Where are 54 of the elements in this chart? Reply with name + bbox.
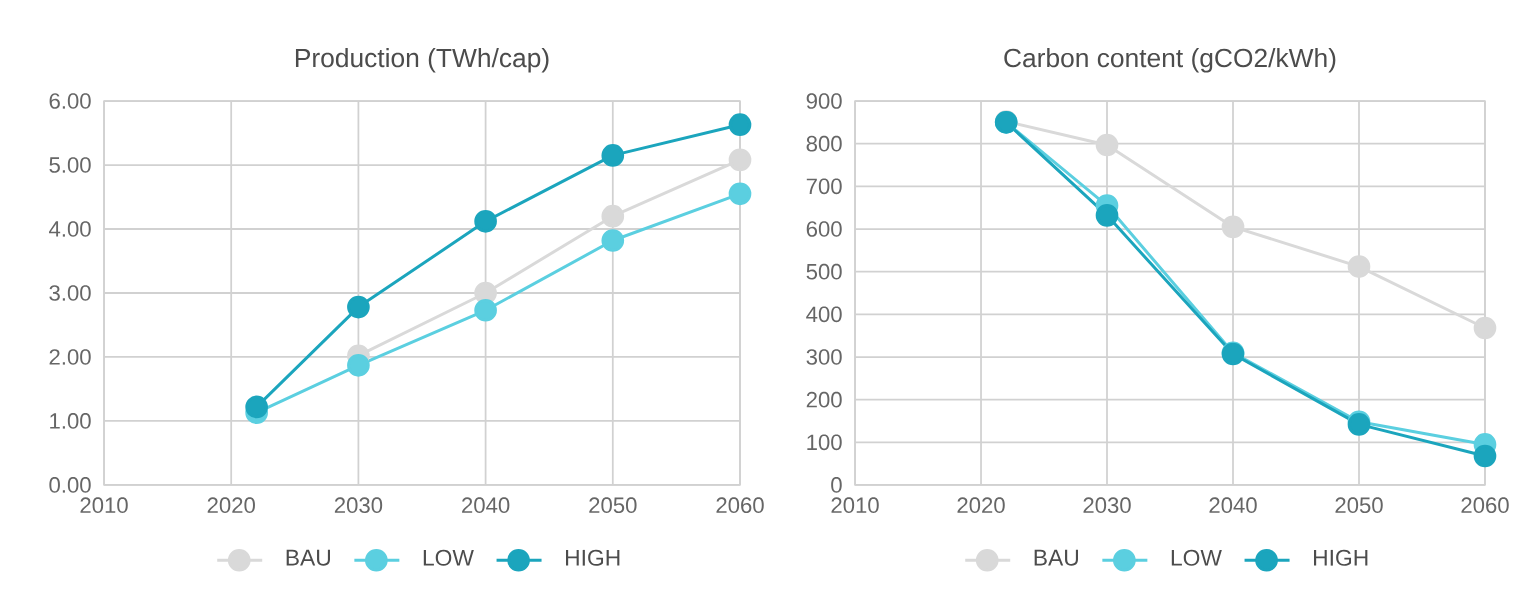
y-tick-label: 0.00 — [49, 477, 91, 493]
point — [1347, 255, 1371, 278]
y-tick-label: 1.00 — [50, 413, 91, 429]
y-tick-label: 5.00 — [49, 157, 91, 173]
legend-label: BAU — [286, 549, 330, 566]
y-tick-label: 600 — [806, 221, 842, 237]
point — [1473, 444, 1497, 468]
point — [347, 353, 370, 377]
x-tick-label: 2030 — [334, 497, 383, 514]
point — [245, 395, 268, 419]
y-tick-label: 6.00 — [49, 93, 91, 109]
point — [728, 113, 752, 137]
x-tick-label: 2060 — [716, 497, 764, 514]
point — [347, 295, 370, 319]
chart-title: Production (TWh/cap) — [295, 47, 549, 73]
y-tick-label: 900 — [806, 93, 842, 109]
point — [601, 204, 625, 228]
x-tick-label: 2010 — [831, 497, 879, 514]
y-tick-label: 500 — [806, 263, 842, 280]
legend-label: HIGH — [1314, 549, 1368, 566]
chart-title: Carbon content (gCO2/kWh) — [1004, 47, 1336, 73]
point — [1473, 316, 1497, 340]
x-tick-label: 2010 — [80, 497, 128, 514]
y-tick-label: 2.00 — [49, 349, 91, 365]
point — [728, 182, 752, 206]
y-tick-label: 300 — [806, 349, 842, 365]
point — [474, 298, 497, 322]
x-tick-label: 2030 — [1083, 497, 1131, 514]
x-tick-label: 2060 — [1461, 497, 1509, 514]
y-tick-label: 700 — [806, 178, 842, 195]
point — [474, 209, 497, 233]
legend-label: LOW — [1171, 549, 1222, 566]
y-tick-label: 3.00 — [49, 285, 91, 301]
y-tick-label: 200 — [806, 391, 842, 408]
x-tick-label: 2040 — [462, 497, 510, 514]
x-tick-label: 2020 — [207, 497, 255, 514]
y-tick-label: 0 — [831, 477, 842, 493]
y-tick-label: 4.00 — [48, 221, 91, 237]
legend-label: LOW — [423, 549, 474, 566]
x-tick-label: 2040 — [1209, 497, 1257, 514]
legend-label: HIGH — [566, 549, 620, 566]
point — [728, 148, 752, 172]
x-tick-label: 2050 — [589, 497, 637, 514]
y-tick-label: 100 — [807, 434, 842, 451]
point — [601, 229, 625, 252]
legend-label: BAU — [1034, 549, 1078, 566]
y-tick-label: 400 — [806, 306, 842, 323]
point — [1095, 204, 1119, 227]
y-tick-label: 800 — [806, 135, 842, 152]
x-tick-label: 2050 — [1335, 497, 1383, 514]
point — [1221, 215, 1245, 239]
x-tick-label: 2020 — [957, 497, 1005, 514]
point — [601, 144, 625, 167]
point — [1095, 133, 1119, 157]
